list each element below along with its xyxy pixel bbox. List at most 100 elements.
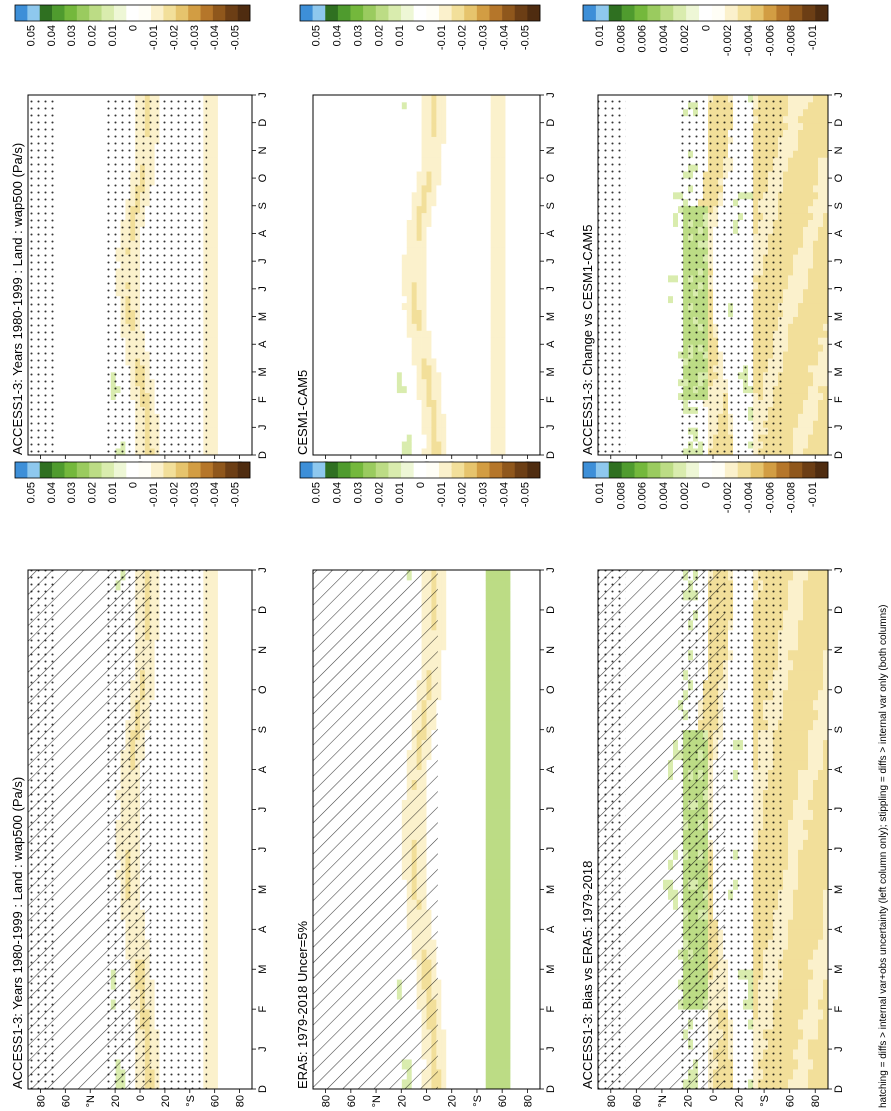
heatmap-cell xyxy=(475,789,482,800)
heatmap-cell xyxy=(515,659,521,671)
heatmap-cell xyxy=(495,989,501,1000)
heatmap-cell xyxy=(470,899,477,910)
heatmap-cell xyxy=(217,1049,224,1060)
x-tick-label: O xyxy=(257,685,269,694)
heatmap-cell xyxy=(505,669,511,681)
heatmap-cell xyxy=(470,649,477,661)
heatmap-cell xyxy=(451,829,457,840)
heatmap-cell xyxy=(237,709,243,721)
heatmap-cell xyxy=(500,959,506,970)
heatmap-cell xyxy=(520,849,526,860)
heatmap-cell xyxy=(465,939,472,950)
heatmap-cell xyxy=(530,949,536,960)
y-tick-label: 0 xyxy=(422,1095,434,1101)
heatmap-cell xyxy=(525,1059,531,1070)
heatmap-cell xyxy=(451,839,457,850)
heatmap-cell xyxy=(446,709,452,721)
heatmap-cell xyxy=(227,639,233,651)
heatmap-cell xyxy=(465,1069,472,1080)
heatmap-cell xyxy=(490,859,496,870)
heatmap-cell xyxy=(247,849,253,860)
heatmap-cell xyxy=(456,829,462,840)
heatmap-cell xyxy=(495,789,501,800)
heatmap-cell xyxy=(446,669,452,681)
heatmap-cell xyxy=(242,659,248,671)
heatmap-cell xyxy=(470,969,477,980)
heatmap-cell xyxy=(520,689,526,701)
heatmap-cell xyxy=(490,669,496,681)
heatmap-cell xyxy=(441,699,447,711)
heatmap-cell xyxy=(222,829,229,840)
heatmap-cell xyxy=(475,649,482,661)
heatmap-cell xyxy=(247,769,253,780)
heatmap-cell xyxy=(208,929,214,940)
heatmap-cell xyxy=(217,669,224,681)
heatmap-cell xyxy=(232,1029,238,1040)
heatmap-cell xyxy=(520,789,526,800)
heatmap-cell xyxy=(500,1049,506,1060)
heatmap-cell xyxy=(505,989,511,1000)
heatmap-cell xyxy=(465,729,472,741)
heatmap-cell xyxy=(436,1029,442,1040)
heatmap-cell xyxy=(232,889,238,900)
heatmap-cell xyxy=(520,929,526,940)
heatmap-cell xyxy=(208,589,214,601)
heatmap-cell xyxy=(475,729,482,741)
heatmap-cell xyxy=(495,1059,501,1070)
heatmap-cell xyxy=(461,729,467,741)
heatmap-cell xyxy=(520,609,526,621)
heatmap-cell xyxy=(217,899,224,910)
heatmap-cell xyxy=(436,839,442,850)
heatmap-cell xyxy=(505,579,511,591)
heatmap-cell xyxy=(480,1079,487,1090)
heatmap-cell xyxy=(217,959,224,970)
heatmap-cell xyxy=(515,749,521,761)
heatmap-cell xyxy=(505,649,511,661)
heatmap-cell xyxy=(232,709,238,721)
heatmap-cell xyxy=(525,709,531,721)
heatmap-cell xyxy=(475,1009,482,1020)
heatmap-cell xyxy=(490,759,496,771)
heatmap-cell xyxy=(441,1059,447,1070)
heatmap-cell xyxy=(456,779,462,790)
heatmap-cell xyxy=(232,969,238,980)
x-tick-label: M xyxy=(545,965,557,974)
heatmap-cell xyxy=(515,669,521,681)
heatmap-cell xyxy=(500,779,506,790)
heatmap-cell xyxy=(227,679,233,691)
heatmap-cell xyxy=(213,609,219,621)
heatmap-cell xyxy=(465,570,472,581)
heatmap-cell xyxy=(237,769,243,780)
heatmap-cell xyxy=(510,729,516,741)
heatmap-cell xyxy=(436,649,442,661)
heatmap-cell xyxy=(465,599,472,611)
heatmap-cell xyxy=(480,659,487,671)
heatmap-cell xyxy=(247,589,253,601)
heatmap-cell xyxy=(237,819,243,830)
heatmap-cell xyxy=(461,779,467,790)
heatmap-cell xyxy=(436,979,442,990)
heatmap-cell xyxy=(208,789,214,800)
heatmap-cell xyxy=(232,729,238,741)
heatmap-cell xyxy=(208,1069,214,1080)
heatmap-cell xyxy=(495,679,501,691)
heatmap-cell xyxy=(222,789,229,800)
heatmap-cell xyxy=(490,1079,496,1090)
heatmap-cell xyxy=(495,719,501,731)
heatmap-cell xyxy=(505,789,511,800)
heatmap-cell xyxy=(475,739,482,751)
heatmap-cell xyxy=(500,929,506,940)
heatmap-cell xyxy=(247,579,253,591)
heatmap-cell xyxy=(520,629,526,641)
heatmap-cell xyxy=(227,779,233,790)
x-tick-label: J xyxy=(257,807,269,813)
heatmap-cell xyxy=(510,959,516,970)
heatmap-cell xyxy=(451,759,457,771)
heatmap-cell xyxy=(525,719,531,731)
heatmap-cell xyxy=(490,919,496,930)
heatmap-cell xyxy=(242,1059,248,1070)
heatmap-cell xyxy=(456,1069,462,1080)
heatmap-cell xyxy=(490,1059,496,1070)
heatmap-cell xyxy=(535,729,541,741)
heatmap-cell xyxy=(247,679,253,691)
